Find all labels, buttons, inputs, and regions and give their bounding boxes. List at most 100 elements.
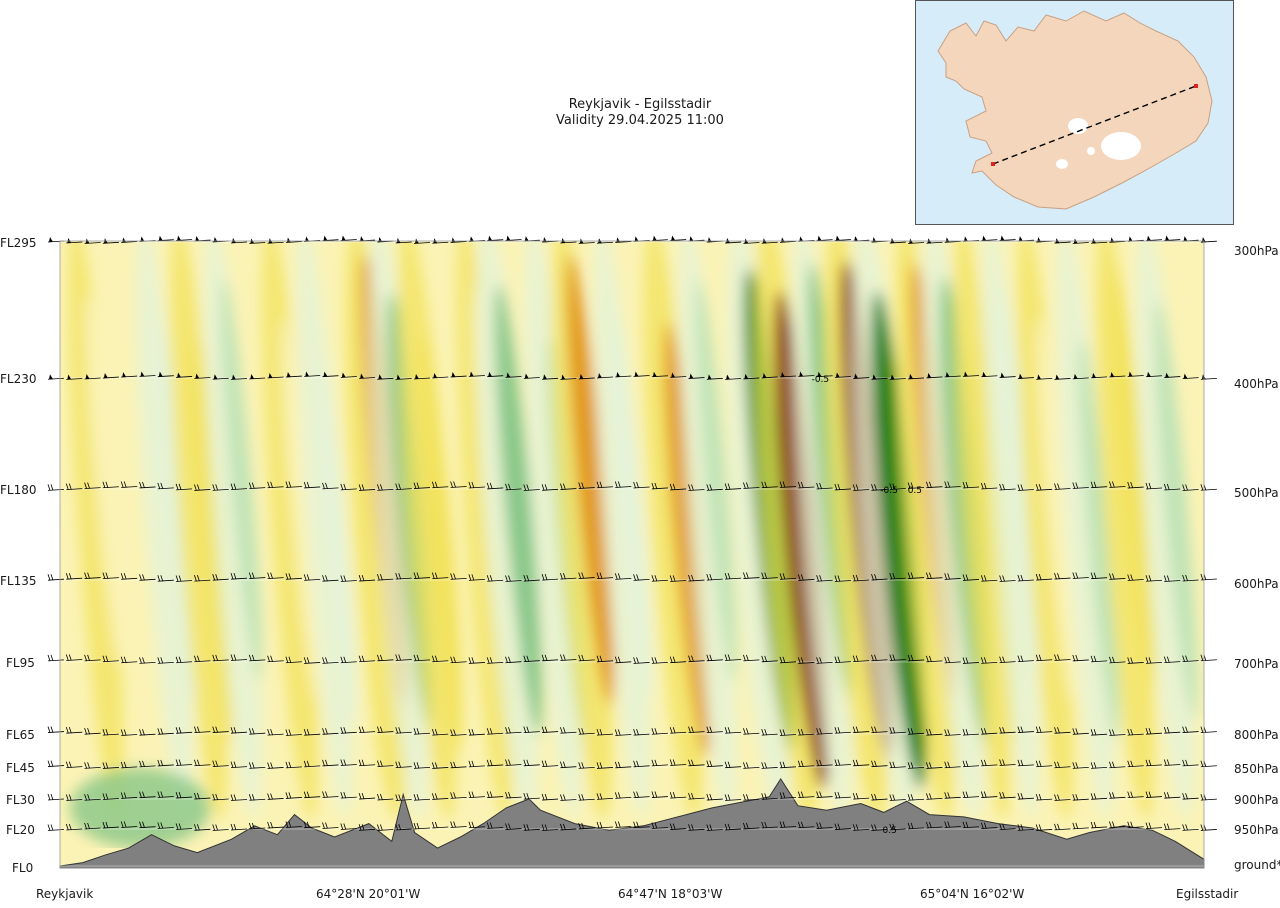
wind-barb-shaft	[523, 764, 540, 767]
wind-barb-flag	[213, 374, 218, 380]
wind-barb-feather	[636, 791, 639, 798]
wind-barb-feather	[892, 572, 896, 580]
wind-barb-feather	[1038, 760, 1042, 767]
wind-barb-shaft	[1127, 662, 1144, 664]
wind-barb-shaft	[1072, 798, 1089, 801]
wind-barb-feather	[468, 791, 472, 798]
wind-barb-feather	[1109, 821, 1112, 828]
wind-barb-feather	[944, 821, 948, 828]
wind-barb-feather	[691, 484, 694, 491]
wind-barb-feather	[965, 791, 969, 798]
wind-barb-shaft	[84, 732, 101, 735]
x-label-end: Egilsstadir	[1176, 887, 1239, 901]
wind-barb-shaft	[816, 579, 833, 582]
wind-barb-shaft	[926, 797, 943, 800]
wind-barb-feather	[651, 791, 655, 798]
wind-barb-feather	[669, 792, 673, 799]
wind-barb-shaft	[725, 577, 742, 580]
wind-barb-feather	[1200, 654, 1204, 661]
wind-barb-shaft	[523, 489, 540, 491]
wind-barb-shaft	[1036, 829, 1053, 831]
wind-barb-feather	[65, 573, 69, 580]
wind-barb-shaft	[871, 765, 888, 768]
wind-barb-shaft	[542, 731, 559, 733]
wind-barb-feather	[761, 762, 765, 769]
wind-barb-feather	[727, 654, 731, 661]
glacier-2	[1101, 132, 1141, 160]
wind-barb-feather	[325, 822, 328, 829]
wind-barb-flag	[67, 374, 72, 380]
wind-barb-feather	[706, 726, 710, 733]
wind-barb-shaft	[1109, 796, 1126, 799]
wind-barb-feather	[819, 791, 822, 798]
wind-barb-shaft	[560, 488, 577, 490]
wind-barb-shaft	[304, 826, 321, 829]
wind-barb-feather	[983, 759, 987, 766]
wind-barb-feather	[688, 759, 691, 766]
wind-barb-feather	[892, 823, 896, 831]
wind-barb-feather	[505, 823, 508, 830]
wind-barb-feather	[123, 729, 127, 736]
wind-barb-feather	[120, 761, 124, 769]
glacier-3	[1056, 159, 1068, 169]
wind-barb-flag	[323, 235, 328, 241]
wind-barb-shaft	[1127, 796, 1144, 799]
wind-barb-feather	[288, 481, 292, 488]
validity-text: Validity 29.04.2025 11:00	[556, 113, 724, 128]
wind-barb-feather	[450, 761, 453, 768]
wind-barb-feather	[416, 482, 420, 489]
wind-barb-feather	[999, 727, 1002, 734]
wind-barb-feather	[1200, 573, 1204, 581]
wind-barb-feather	[688, 655, 691, 662]
field-core	[85, 294, 123, 666]
wind-barb-feather	[270, 793, 273, 800]
wind-barb-feather	[1182, 574, 1185, 582]
wind-barb-feather	[123, 481, 127, 488]
wind-barb-shaft	[487, 487, 504, 490]
wind-barb-feather	[215, 654, 219, 661]
wind-barb-feather	[1166, 792, 1170, 799]
wind-barb-feather	[691, 726, 694, 733]
wind-barb-feather	[142, 481, 145, 489]
wind-barb-flag	[433, 373, 438, 379]
wind-barb-feather	[727, 727, 731, 734]
wind-barb-feather	[194, 824, 197, 831]
wind-barb-flag	[1147, 235, 1151, 241]
wind-barb-flag	[140, 236, 145, 242]
wind-barb-feather	[944, 792, 948, 799]
wind-barb-shaft	[560, 799, 577, 801]
wind-barb-shaft	[615, 734, 632, 736]
wind-barb-feather	[1148, 822, 1152, 829]
field-core	[191, 338, 233, 742]
wind-barb-shaft	[578, 732, 595, 735]
wind-barb-feather	[285, 481, 289, 488]
wind-barb-feather	[929, 655, 932, 662]
wind-barb-feather	[889, 483, 893, 490]
wind-barb-feather	[178, 759, 182, 766]
wind-barb-shaft	[212, 488, 229, 491]
wind-barb-shaft	[670, 731, 687, 734]
wind-barb-flag	[817, 235, 822, 241]
wind-barb-feather	[797, 574, 801, 581]
wind-barb-shaft	[651, 732, 668, 735]
wind-barb-feather	[910, 822, 914, 830]
wind-barb-shaft	[1200, 578, 1217, 581]
wind-barb-feather	[142, 760, 145, 768]
wind-barb-shaft	[596, 577, 614, 580]
wind-barb-feather	[617, 656, 621, 663]
wind-barb-shaft	[230, 731, 248, 734]
wind-barb-shaft	[468, 765, 485, 768]
wind-barb-shaft	[212, 731, 229, 733]
wind-barb-shaft	[505, 828, 522, 830]
wind-barb-shaft	[1091, 733, 1108, 736]
wind-barb-feather	[633, 821, 636, 828]
wind-barb-shaft	[725, 731, 742, 734]
wind-barb-feather	[340, 791, 344, 799]
wind-barb-feather	[1148, 657, 1152, 664]
wind-barb-feather	[505, 575, 508, 582]
wind-barb-feather	[709, 654, 713, 661]
wind-barb-shaft	[596, 486, 614, 489]
wind-barb-feather	[1035, 573, 1039, 581]
wind-barb-shaft	[633, 662, 650, 664]
wind-barb-shaft	[157, 579, 174, 582]
